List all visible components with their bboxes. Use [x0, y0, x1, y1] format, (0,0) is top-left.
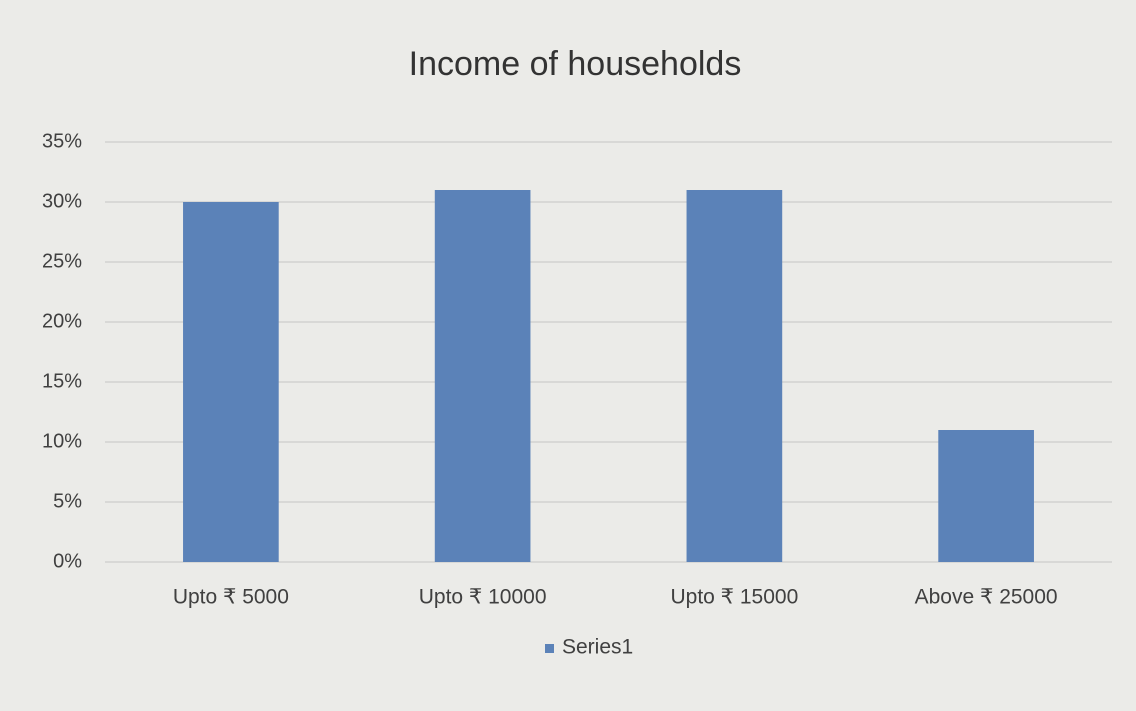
bar — [183, 202, 279, 562]
chart-title: Income of households — [409, 45, 742, 83]
x-tick-label: Upto ₹ 15000 — [670, 586, 798, 609]
y-tick-label: 0% — [53, 550, 82, 572]
bar — [687, 190, 783, 562]
legend-swatch — [545, 644, 554, 653]
y-tick-label: 30% — [42, 190, 82, 212]
y-tick-label: 15% — [42, 370, 82, 392]
y-tick-label: 10% — [42, 430, 82, 452]
y-tick-label: 5% — [53, 490, 82, 512]
legend-label: Series1 — [562, 636, 633, 659]
x-tick-label: Above ₹ 25000 — [915, 586, 1058, 609]
x-tick-label: Upto ₹ 10000 — [419, 586, 547, 609]
bar — [938, 430, 1034, 562]
y-tick-label: 25% — [42, 250, 82, 272]
chart: Income of households 0% 5% 10% 15% 20% 25% 30%… — [0, 0, 1136, 711]
y-tick-label: 20% — [42, 310, 82, 332]
x-tick-label: Upto ₹ 5000 — [173, 586, 289, 609]
y-tick-label: 35% — [42, 130, 82, 152]
bar — [435, 190, 531, 562]
